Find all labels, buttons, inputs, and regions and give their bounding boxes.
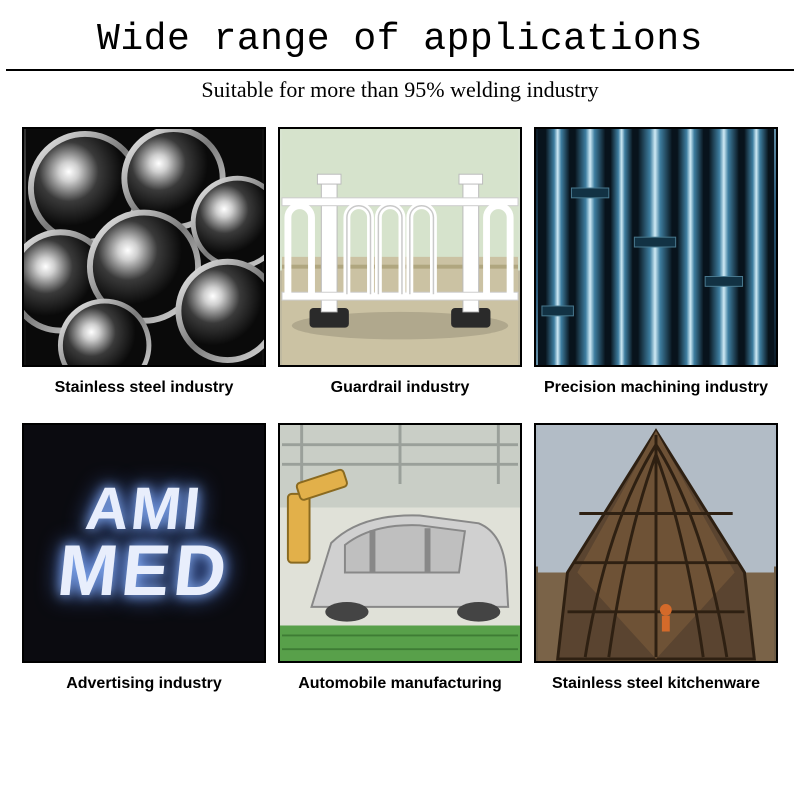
sign-text-line2: MED	[54, 537, 233, 605]
grid-cell: Guardrail industry	[278, 127, 522, 411]
thumb-kitchenware	[534, 423, 778, 663]
page-subtitle: Suitable for more than 95% welding indus…	[0, 71, 800, 117]
grid-cell: Precision machining industry	[534, 127, 778, 411]
grid-caption: Advertising industry	[66, 663, 222, 707]
grid-cell: Stainless steel industry	[22, 127, 266, 411]
grid-cell: Stainless steel kitchenware	[534, 423, 778, 707]
grid-caption: Automobile manufacturing	[298, 663, 502, 707]
grid-caption: Guardrail industry	[331, 367, 470, 411]
grid-caption: Stainless steel industry	[55, 367, 234, 411]
thumb-stainless-steel	[22, 127, 266, 367]
grid-caption: Stainless steel kitchenware	[552, 663, 760, 707]
sign-text-line1: AMI	[83, 480, 205, 537]
grid-cell: Automobile manufacturing	[278, 423, 522, 707]
grid-cell: AMI MED Advertising industry	[22, 423, 266, 707]
thumb-guardrail	[278, 127, 522, 367]
grid-caption: Precision machining industry	[544, 367, 768, 411]
page-title: Wide range of applications	[0, 0, 800, 69]
thumb-automobile	[278, 423, 522, 663]
thumb-precision-machining	[534, 127, 778, 367]
thumb-advertising: AMI MED	[22, 423, 266, 663]
applications-grid: Stainless steel industry	[0, 117, 800, 707]
